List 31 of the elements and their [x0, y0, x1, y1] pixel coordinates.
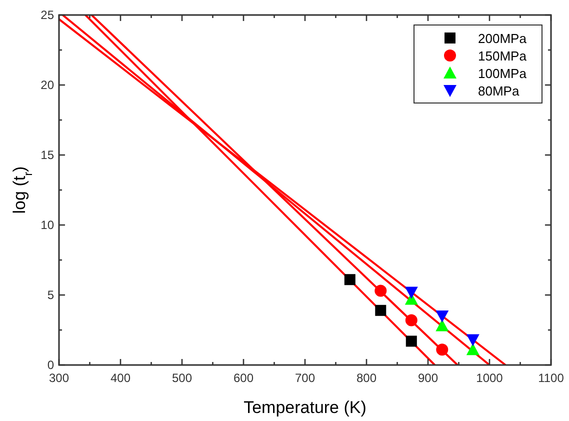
legend-label: 150MPa	[478, 48, 528, 64]
x-tick-label: 900	[418, 371, 438, 385]
x-tick-label: 700	[294, 371, 316, 385]
point	[405, 314, 418, 326]
x-tick-label: 800	[356, 371, 377, 385]
x-tick-label: 500	[172, 371, 192, 385]
x-axis-title: Temperature (K)	[244, 398, 366, 417]
legend-label: 200MPa	[478, 31, 528, 46]
point	[466, 343, 480, 356]
y-tick-label: 5	[47, 288, 54, 302]
point	[436, 319, 449, 332]
y-tick-label: 15	[40, 148, 54, 162]
x-tick-label: 1000	[476, 371, 504, 385]
y-tick-label: 0	[47, 358, 54, 372]
point	[375, 304, 386, 316]
x-tick-label: 400	[110, 371, 131, 385]
x-tick-label: 300	[48, 371, 70, 385]
point	[436, 344, 448, 356]
x-tick-label: 1100	[538, 371, 564, 385]
point	[374, 284, 387, 297]
point	[404, 286, 418, 299]
point	[344, 274, 356, 286]
y-tick-label: 20	[40, 78, 54, 92]
legend-label: 80MPa	[478, 84, 520, 98]
point	[436, 310, 449, 322]
y-tick-label: 25	[40, 8, 54, 22]
point	[406, 336, 417, 347]
x-tick-label: 600	[233, 371, 254, 385]
point	[466, 334, 480, 346]
y-tick-label: 10	[40, 218, 54, 232]
legend-label: 100MPa	[478, 66, 528, 81]
